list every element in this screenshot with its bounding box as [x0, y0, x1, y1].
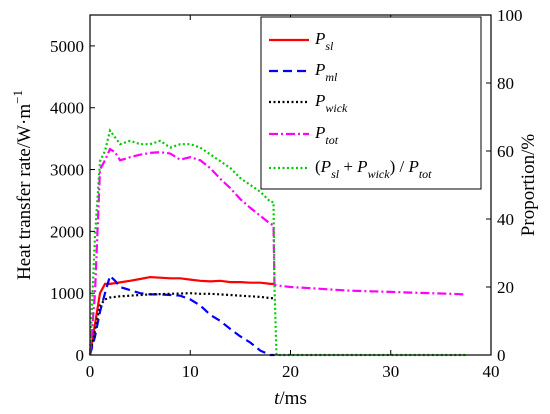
legend-sub: ml: [325, 70, 338, 84]
legend-main: P: [314, 123, 325, 142]
y-left-axis-title: Heat transfer rate/W·m−1: [10, 90, 35, 280]
x-axis-title: t/ms: [274, 388, 307, 409]
legend-sub: tot: [419, 167, 432, 181]
y-left-axis-title-text: Heat transfer rate/W·m: [14, 104, 35, 280]
y-right-tick-label: 60: [497, 142, 514, 161]
legend-main: P: [314, 29, 325, 48]
y-left-tick-label: 5000: [50, 37, 84, 56]
x-tick-label: 40: [483, 362, 500, 381]
y-left-tick-label: 1000: [50, 284, 84, 303]
legend-sub: sl: [331, 167, 340, 181]
legend-sub: tot: [325, 133, 338, 147]
legend-main: P: [314, 91, 325, 110]
series-line-3: [88, 147, 466, 356]
y-left-tick-label: 2000: [50, 222, 84, 241]
y-left-axis-title-sup: −1: [10, 90, 25, 104]
x-axis-title-var: t: [274, 388, 280, 409]
legend-sub: sl: [325, 39, 334, 53]
y-right-tick-label: 0: [497, 346, 506, 365]
legend-sub: wick: [325, 101, 348, 115]
y-right-tick-label: 80: [497, 74, 514, 93]
y-left-tick-label: 0: [76, 346, 85, 365]
x-axis-title-unit: /ms: [279, 388, 306, 409]
axes: 0 10 20 30 400100020003000400050000204060801…: [10, 6, 539, 409]
x-tick-label: 20: [282, 362, 299, 381]
legend-box: [260, 16, 482, 190]
series-line-1: [88, 273, 275, 357]
y-right-tick-label: 20: [497, 278, 514, 297]
legend-label-4: (Psl + Pwick) / Ptot: [315, 157, 432, 181]
y-right-tick-label: 40: [497, 210, 514, 229]
legend-sub: wick: [368, 167, 391, 181]
series-line-0: [88, 275, 275, 356]
x-tick-label: 10: [182, 362, 199, 381]
x-tick-label: 0: [86, 362, 95, 381]
legend-label-0: Psl: [314, 29, 334, 53]
legend-label-2: Pwick: [314, 91, 348, 115]
legend-main: P: [407, 157, 418, 176]
x-tick-label: 30: [382, 362, 399, 381]
y-left-tick-label: 3000: [50, 161, 84, 180]
legend-main: P: [356, 157, 367, 176]
legend-main: P: [320, 157, 331, 176]
legend-label-1: Pml: [314, 60, 338, 84]
legend-paren: (: [315, 157, 321, 176]
y-right-axis-title: Proportion/%: [518, 134, 539, 237]
legend-label-3: Ptot: [314, 123, 339, 147]
y-right-tick-label: 100: [497, 6, 523, 25]
legend-main: P: [314, 60, 325, 79]
series-line-2: [88, 292, 275, 356]
legend-op: ) /: [390, 157, 409, 176]
y-left-tick-label: 4000: [50, 99, 84, 118]
legend-op: +: [339, 157, 357, 176]
